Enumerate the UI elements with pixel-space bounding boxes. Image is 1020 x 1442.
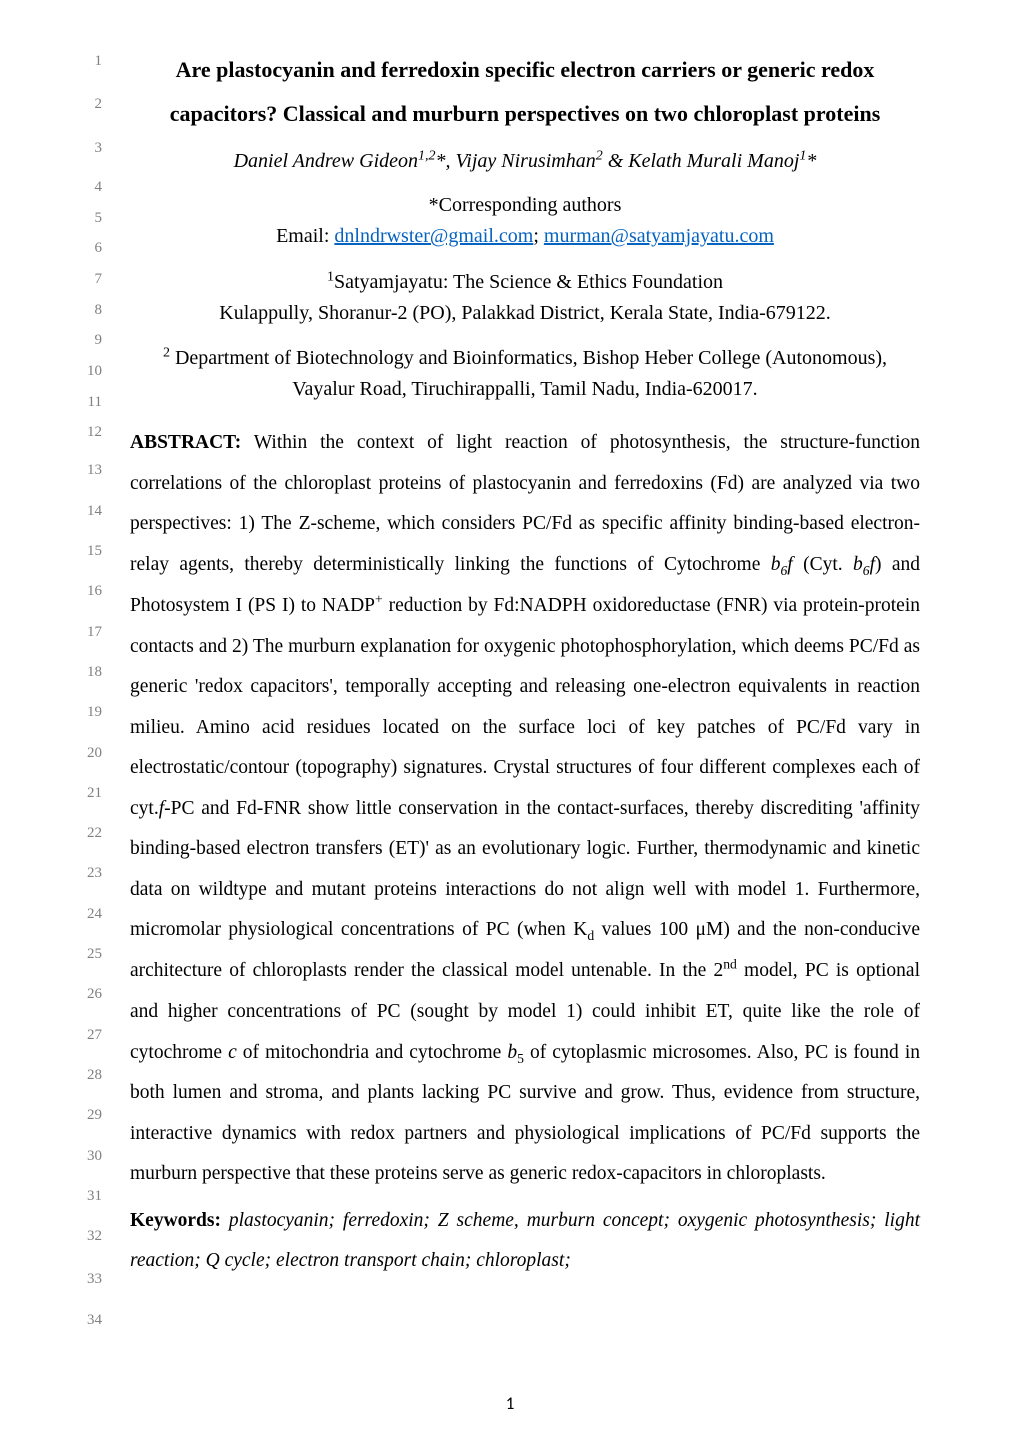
affiliation-2: 2 Department of Biotechnology and Bioinf…	[130, 343, 920, 406]
line-number: 16	[78, 584, 102, 599]
email-link-1[interactable]: dnlndrwster@gmail.com	[334, 225, 533, 247]
line-number: 28	[78, 1068, 102, 1083]
affiliation-1-line-1: 1Satyamjayatu: The Science & Ethics Foun…	[327, 271, 723, 293]
author-line: Daniel Andrew Gideon1,2*, Vijay Nirusimh…	[130, 140, 920, 182]
line-number: 15	[78, 544, 102, 559]
affiliation-1: 1Satyamjayatu: The Science & Ethics Foun…	[130, 266, 920, 329]
line-number: 19	[78, 705, 102, 720]
line-number: 31	[78, 1189, 102, 1204]
line-number: 4	[78, 180, 102, 195]
line-number: 27	[78, 1028, 102, 1043]
keywords-section: Keywords: plastocyanin; ferredoxin; Z sc…	[130, 1201, 920, 1281]
abstract-body: Within the context of light reaction of …	[130, 432, 920, 1184]
line-number: 5	[78, 211, 102, 226]
affiliation-2-line-1: 2 Department of Biotechnology and Bioinf…	[163, 347, 887, 369]
line-number: 6	[78, 241, 102, 256]
line-number: 8	[78, 303, 102, 318]
line-number: 20	[78, 746, 102, 761]
abstract-section: ABSTRACT: Within the context of light re…	[130, 423, 920, 1194]
affiliation-2-line-2: Vayalur Road, Tiruchirappalli, Tamil Nad…	[292, 378, 757, 400]
keywords-label: Keywords:	[130, 1210, 221, 1231]
paper-title: Are plastocyanin and ferredoxin specific…	[130, 48, 920, 136]
abstract-label: ABSTRACT:	[130, 432, 241, 453]
line-number: 1	[78, 54, 102, 69]
title-line-2: capacitors? Classical and murburn perspe…	[170, 101, 881, 126]
line-number: 22	[78, 826, 102, 841]
line-number: 9	[78, 333, 102, 348]
line-number: 33	[78, 1272, 102, 1287]
line-number: 29	[78, 1108, 102, 1123]
line-number: 18	[78, 665, 102, 680]
line-number: 7	[78, 272, 102, 287]
line-number: 25	[78, 947, 102, 962]
line-number: 30	[78, 1149, 102, 1164]
line-number: 26	[78, 987, 102, 1002]
line-number: 12	[78, 425, 102, 440]
line-number: 32	[78, 1229, 102, 1244]
affiliation-1-line-2: Kulappully, Shoranur-2 (PO), Palakkad Di…	[219, 302, 831, 324]
line-number: 17	[78, 625, 102, 640]
line-number: 13	[78, 463, 102, 478]
keywords-text: plastocyanin; ferredoxin; Z scheme, murb…	[130, 1210, 920, 1271]
line-number: 24	[78, 907, 102, 922]
corresponding-label: *Corresponding authors	[429, 194, 622, 216]
page-number: 1	[0, 1393, 1020, 1414]
line-number: 14	[78, 504, 102, 519]
line-number: 11	[78, 395, 102, 410]
page-content: Are plastocyanin and ferredoxin specific…	[130, 48, 920, 1281]
line-number: 21	[78, 786, 102, 801]
line-number: 10	[78, 364, 102, 379]
email-prefix: Email:	[276, 225, 334, 247]
line-number: 23	[78, 866, 102, 881]
line-number: 34	[78, 1313, 102, 1328]
title-line-1: Are plastocyanin and ferredoxin specific…	[176, 57, 875, 82]
line-number: 2	[78, 97, 102, 112]
line-number: 3	[78, 141, 102, 156]
email-separator: ;	[533, 225, 544, 247]
email-link-2[interactable]: murman@satyamjayatu.com	[544, 225, 774, 247]
corresponding-authors: *Corresponding authors Email: dnlndrwste…	[130, 190, 920, 252]
